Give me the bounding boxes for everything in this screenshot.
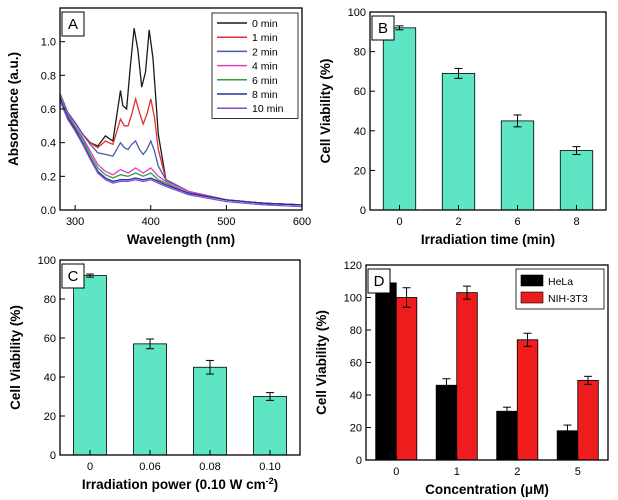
plot-frame (369, 11, 607, 211)
x-axis-title: Wavelength (nm) (127, 232, 235, 247)
x-tick-label: 500 (217, 216, 235, 228)
y-axis-title: Cell Viability (%) (314, 310, 329, 415)
bar (500, 120, 535, 211)
y-tick-label: 60 (350, 358, 362, 370)
x-axis-title-main: Concentration (μM) (425, 482, 549, 497)
panel-label-box (371, 15, 395, 41)
y-tick-label: 80 (44, 294, 56, 306)
x-axis-title: Irradiation power (0.10 W cm-2) (82, 476, 278, 492)
bar (193, 366, 227, 456)
x-tick-label: 0.08 (199, 461, 220, 473)
y-tick-label: 80 (354, 47, 366, 59)
legend-entry: 2 min (252, 46, 278, 58)
x-axis-title-main: Irradiation time (min) (421, 232, 555, 247)
legend-entry: 8 min (252, 89, 278, 101)
bar (496, 410, 518, 461)
y-tick-label: 40 (44, 372, 56, 384)
legend-entry: 4 min (252, 61, 278, 73)
y-tick-label: 0.6 (41, 104, 56, 116)
panel-label: A (68, 16, 78, 33)
x-tick-label: 600 (293, 216, 311, 228)
bar (395, 297, 418, 461)
legend-swatch (520, 291, 544, 304)
x-tick-label: 8 (573, 216, 579, 228)
bar (375, 282, 397, 461)
x-tick-label: 0.06 (139, 461, 160, 473)
bar (253, 396, 287, 456)
bar (441, 72, 476, 211)
panel-c-irradiation-power-chart: 0 0.06 0.08 0.10 C 0 20 40 60 80 100 Cell Viability… (8, 255, 301, 492)
y-tick-label: 60 (44, 333, 56, 345)
y-tick-label: 0 (360, 205, 366, 217)
y-tick-label: 20 (354, 165, 366, 177)
series-line (59, 93, 303, 206)
x-tick-label: 0 (87, 461, 93, 473)
x-tick-label: 2 (514, 466, 520, 478)
x-axis-title-end: ) (274, 477, 279, 492)
y-tick-label: 80 (350, 325, 362, 337)
panel-d-concentration-chart: 0 1 2 5 D 0 20 40 60 80 100 120 Cell Viability (%) Co… (314, 260, 609, 497)
y-tick-label: 100 (38, 255, 56, 267)
y-tick-label: 0.2 (41, 171, 56, 183)
panel-label: C (68, 268, 79, 285)
legend-entry: 10 min (252, 103, 284, 115)
x-axis-title: Concentration (μM) (425, 482, 549, 497)
bar (133, 343, 167, 456)
y-tick-label: 100 (344, 293, 362, 305)
legend-entry: NIH-3T3 (548, 293, 588, 305)
y-axis-title: Absorbance (a.u.) (6, 52, 21, 166)
panel-label: D (374, 273, 385, 290)
series-line (59, 98, 303, 206)
bar (456, 292, 478, 461)
x-tick-label: 0.10 (259, 461, 280, 473)
bar (435, 384, 458, 461)
y-tick-label: 40 (354, 126, 366, 138)
y-tick-label: 1.0 (41, 37, 56, 49)
x-tick-label: 300 (66, 216, 84, 228)
panel-b-irradiation-time-chart: 0 2 6 8 B 0 20 40 60 80 100 Cell Viability (%) Irrad… (318, 7, 607, 247)
panel-label: B (378, 20, 388, 37)
x-tick-label: 5 (575, 466, 581, 478)
y-tick-label: 0 (50, 450, 56, 462)
x-tick-label: 0 (396, 216, 402, 228)
y-tick-label: 100 (348, 7, 366, 19)
legend-swatch (520, 274, 544, 287)
legend-entry: 0 min (252, 18, 278, 30)
x-axis-title-main: Irradiation power (0.10 W cm (82, 477, 266, 492)
x-tick-label: 0 (393, 466, 399, 478)
legend-entry: 1 min (252, 32, 278, 44)
y-tick-label: 60 (354, 86, 366, 98)
y-tick-label: 120 (344, 260, 362, 272)
y-tick-label: 0.0 (41, 205, 56, 217)
y-tick-label: 0 (356, 455, 362, 467)
bar (559, 150, 594, 211)
y-axis-title: Cell Viability (%) (318, 59, 333, 164)
panel-label-box (61, 263, 85, 289)
bar (382, 27, 417, 211)
legend-entry: 6 min (252, 75, 278, 87)
x-tick-label: 1 (454, 466, 460, 478)
series-line (59, 100, 303, 208)
bar (516, 339, 539, 461)
panel-a-absorbance-chart: A 300 400 500 600 0.0 0.2 0.4 0.6 0.8 1.0 Wavelengt… (6, 7, 311, 247)
x-axis-title: Irradiation time (min) (421, 232, 555, 247)
series-line (59, 95, 303, 206)
bar (73, 275, 107, 456)
x-tick-label: 2 (455, 216, 461, 228)
y-tick-label: 20 (44, 411, 56, 423)
plot-frame (59, 259, 301, 456)
y-tick-label: 20 (350, 423, 362, 435)
x-tick-label: 6 (514, 216, 520, 228)
panel-label-box (61, 11, 85, 37)
y-axis-title: Cell Viability (%) (8, 305, 23, 410)
x-axis-title-superscript: -2 (266, 476, 274, 486)
y-tick-label: 0.8 (41, 70, 56, 82)
bar (577, 379, 599, 461)
y-tick-label: 40 (350, 390, 362, 402)
y-tick-label: 0.4 (41, 138, 56, 150)
x-tick-label: 400 (142, 216, 160, 228)
panel-label-box (367, 268, 391, 294)
legend-entry: HeLa (548, 276, 573, 288)
